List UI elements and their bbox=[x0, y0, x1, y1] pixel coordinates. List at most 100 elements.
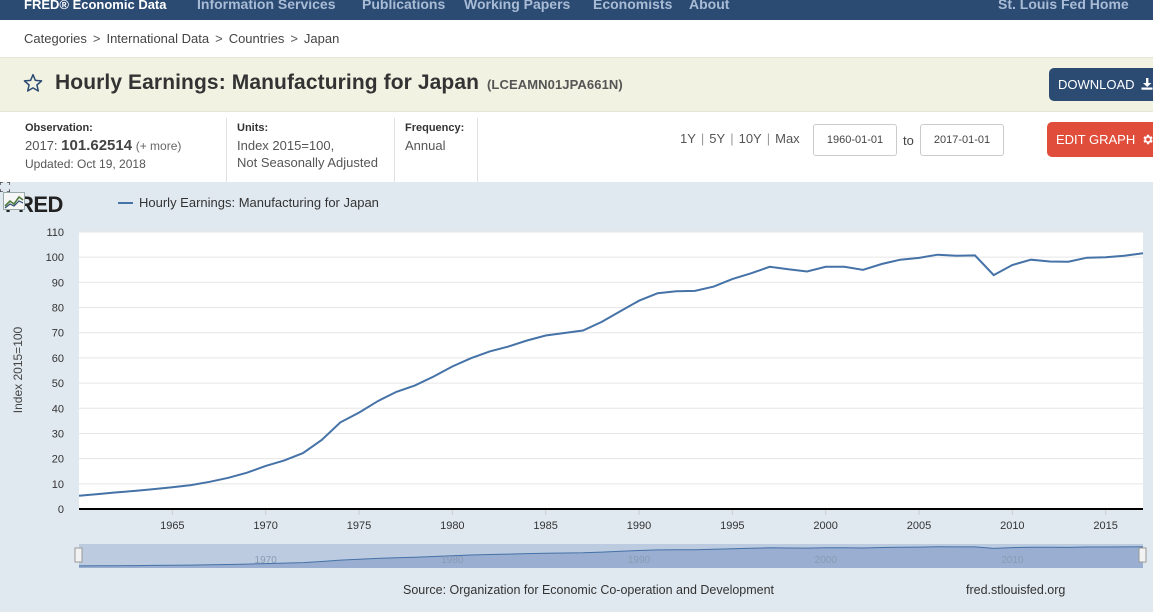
nav-economists[interactable]: Economists bbox=[593, 0, 673, 12]
navigator-right-handle[interactable] bbox=[1138, 547, 1147, 563]
y-tick-label: 80 bbox=[52, 303, 64, 315]
nav-about[interactable]: About bbox=[689, 0, 730, 12]
x-tick-label: 1980 bbox=[440, 520, 464, 532]
x-tick-label: 2000 bbox=[813, 520, 837, 532]
range-buttons: 1Y | 5Y | 10Y | Max bbox=[680, 131, 800, 146]
fred-brand-link[interactable]: FRED® Economic Data bbox=[24, 0, 167, 12]
to-label: to bbox=[903, 133, 914, 148]
navigator-series-line bbox=[78, 546, 1144, 567]
x-tick-label: 1965 bbox=[160, 520, 184, 532]
range-separator: | bbox=[700, 131, 705, 146]
x-tick-label: 1995 bbox=[720, 520, 744, 532]
units-label: Units: bbox=[237, 122, 269, 134]
range-5y-button[interactable]: 5Y bbox=[709, 131, 726, 146]
navigator-tick-label: 1980 bbox=[441, 555, 464, 566]
navigator-left-handle[interactable] bbox=[74, 547, 83, 563]
fred-logo: FRED bbox=[3, 192, 63, 218]
range-10y-button[interactable]: 10Y bbox=[738, 131, 762, 146]
divider bbox=[226, 118, 227, 182]
y-tick-label: 110 bbox=[46, 227, 64, 239]
fred-chart-icon bbox=[3, 192, 25, 210]
x-tick-label: 1970 bbox=[253, 520, 277, 532]
divider bbox=[477, 118, 478, 182]
breadcrumb-separator: > bbox=[215, 31, 223, 46]
x-tick-label: 2015 bbox=[1093, 520, 1117, 532]
units-line-2: Not Seasonally Adjusted bbox=[237, 155, 378, 170]
breadcrumb-countries[interactable]: Countries bbox=[228, 31, 285, 46]
range-separator: | bbox=[766, 131, 771, 146]
observation-year: 2017: bbox=[25, 138, 58, 153]
series-line bbox=[78, 252, 1144, 497]
more-observations-link[interactable]: (+ more) bbox=[135, 139, 182, 153]
star-icon[interactable] bbox=[23, 73, 43, 93]
graph-panel: FRED Hourly Earnings: Manufacturing for … bbox=[0, 182, 1153, 612]
breadcrumb-categories[interactable]: Categories bbox=[24, 31, 87, 46]
end-date-input[interactable] bbox=[920, 124, 1004, 156]
edit-graph-label: EDIT GRAPH bbox=[1056, 132, 1136, 147]
top-navigation: FRED® Economic Data Information Services… bbox=[0, 0, 1153, 20]
x-axis-ticks: 1965 1970 1975 1980 1985 1990 1995 2000 2005 2010… bbox=[160, 509, 1118, 532]
y-tick-label: 0 bbox=[58, 504, 64, 516]
start-date-input[interactable] bbox=[813, 124, 897, 156]
divider bbox=[394, 118, 395, 182]
updated-date: Updated: Oct 19, 2018 bbox=[25, 157, 146, 171]
frequency-value: Annual bbox=[405, 138, 446, 153]
chart-legend[interactable]: Hourly Earnings: Manufacturing for Japan bbox=[118, 195, 379, 210]
fred-site-link[interactable]: fred.stlouisfed.org bbox=[966, 583, 1066, 597]
download-button[interactable]: DOWNLOAD bbox=[1049, 68, 1153, 101]
units-block: Units: Index 2015=100, Not Seasonally Ad… bbox=[237, 122, 378, 192]
navigator-tick-label: 1990 bbox=[628, 555, 651, 566]
y-tick-label: 100 bbox=[46, 252, 64, 264]
download-label: DOWNLOAD bbox=[1058, 77, 1135, 92]
legend-line-swatch bbox=[118, 201, 133, 204]
navigator-tick-label: 1970 bbox=[255, 555, 278, 566]
breadcrumb-separator: > bbox=[92, 31, 101, 46]
range-1y-button[interactable]: 1Y bbox=[680, 131, 696, 146]
navigator-series-area bbox=[79, 546, 1143, 568]
source-note: Source: Organization for Economic Co-ope… bbox=[403, 583, 775, 597]
nav-st-louis-fed-home[interactable]: St. Louis Fed Home bbox=[998, 0, 1129, 12]
x-tick-label: 1990 bbox=[627, 520, 651, 532]
y-axis-ticks: 0 10 20 30 40 50 60 70 80 90 100 110 bbox=[46, 227, 64, 516]
nav-working-papers[interactable]: Working Papers bbox=[464, 0, 571, 12]
navigator-tick-label: 2000 bbox=[815, 555, 838, 566]
breadcrumb-international-data[interactable]: International Data bbox=[106, 31, 210, 46]
breadcrumb: Categories > International Data > Countries >… bbox=[24, 31, 339, 46]
y-tick-label: 60 bbox=[52, 353, 64, 365]
navigator-tick-label: 2010 bbox=[1001, 555, 1024, 566]
y-tick-label: 10 bbox=[52, 479, 64, 491]
y-tick-label: 40 bbox=[52, 403, 64, 415]
observation-label: Observation: bbox=[25, 122, 93, 134]
x-tick-label: 2010 bbox=[1000, 520, 1024, 532]
frequency-label: Frequency: bbox=[405, 122, 465, 134]
observation-value: 101.62514 bbox=[61, 137, 133, 154]
x-tick-label: 1985 bbox=[533, 520, 557, 532]
range-max-button[interactable]: Max bbox=[775, 131, 800, 146]
navigator-ticks: 1970 1980 1990 2000 2010 bbox=[255, 555, 1024, 566]
observation-block: Observation: 2017: 101.62514 (+ more) Up… bbox=[25, 122, 181, 192]
y-axis-label: Index 2015=100 bbox=[11, 326, 25, 413]
series-title: Hourly Earnings: Manufacturing for Japan bbox=[55, 71, 480, 94]
nav-information-services[interactable]: Information Services bbox=[197, 0, 336, 12]
y-tick-label: 50 bbox=[52, 378, 64, 390]
x-tick-label: 1975 bbox=[347, 520, 371, 532]
gridlines bbox=[79, 231, 1143, 485]
series-id: (LCEAMN01JPA661N) bbox=[486, 77, 623, 92]
edit-graph-button[interactable]: EDIT GRAPH bbox=[1047, 122, 1153, 157]
download-icon bbox=[1141, 78, 1153, 90]
x-tick-label: 2005 bbox=[907, 520, 931, 532]
y-tick-label: 30 bbox=[52, 428, 64, 440]
y-tick-label: 90 bbox=[52, 277, 64, 289]
gear-icon bbox=[1143, 134, 1153, 145]
y-tick-label: 70 bbox=[52, 328, 64, 340]
plot-area bbox=[79, 232, 1143, 509]
nav-publications[interactable]: Publications bbox=[362, 0, 446, 12]
frequency-block: Frequency: Annual bbox=[405, 122, 464, 192]
series-title-bar: Hourly Earnings: Manufacturing for Japan… bbox=[0, 57, 1153, 112]
page-title: Hourly Earnings: Manufacturing for Japan… bbox=[55, 71, 623, 95]
range-separator: | bbox=[730, 131, 734, 146]
breadcrumb-separator: > bbox=[290, 31, 298, 46]
breadcrumb-japan[interactable]: Japan bbox=[303, 31, 340, 46]
units-line-1: Index 2015=100, bbox=[237, 138, 335, 153]
